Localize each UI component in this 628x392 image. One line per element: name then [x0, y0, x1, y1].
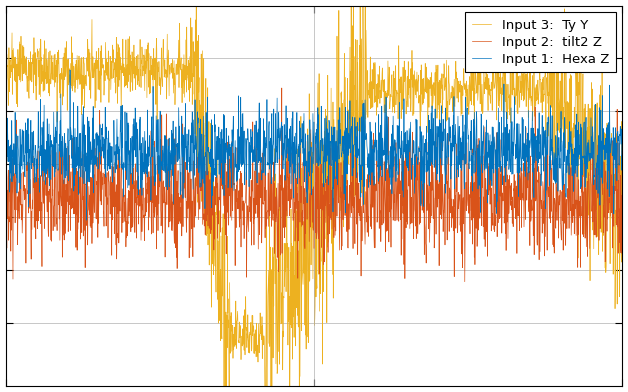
Legend: Input 3:  Ty Y, Input 2:  tilt2 Z, Input 1:  Hexa Z: Input 3: Ty Y, Input 2: tilt2 Z, Input 1…	[465, 12, 616, 72]
Line: Input 3:  Ty Y: Input 3: Ty Y	[6, 0, 622, 392]
Input 1:  Hexa Z: (0.105, 0.445): Hexa Z: (0.105, 0.445)	[67, 68, 74, 73]
Input 1:  Hexa Z: (0.131, -0.264): Hexa Z: (0.131, -0.264)	[83, 218, 90, 223]
Input 1:  Hexa Z: (0, 0.11): Hexa Z: (0, 0.11)	[2, 139, 9, 143]
Input 2:  tilt2 Z: (0, -0.238): tilt2 Z: (0, -0.238)	[2, 212, 9, 217]
Input 2:  tilt2 Z: (0.972, -0.461): tilt2 Z: (0.972, -0.461)	[602, 260, 609, 264]
Input 2:  tilt2 Z: (0.051, -0.263): tilt2 Z: (0.051, -0.263)	[33, 218, 41, 222]
Input 3:  Ty Y: (0.972, -0.49): Ty Y: (0.972, -0.49)	[602, 265, 609, 270]
Input 2:  tilt2 Z: (0.487, 0.108): tilt2 Z: (0.487, 0.108)	[302, 139, 310, 144]
Input 3:  Ty Y: (1, -0.384): Ty Y: (1, -0.384)	[619, 243, 626, 248]
Input 1:  Hexa Z: (0.971, 0.0869): Hexa Z: (0.971, 0.0869)	[601, 143, 609, 148]
Input 3:  Ty Y: (0.788, 0.346): Ty Y: (0.788, 0.346)	[488, 89, 495, 93]
Input 3:  Ty Y: (0.46, -0.624): Ty Y: (0.46, -0.624)	[286, 294, 293, 299]
Line: Input 1:  Hexa Z: Input 1: Hexa Z	[6, 70, 622, 220]
Input 1:  Hexa Z: (0.788, -0.102): Hexa Z: (0.788, -0.102)	[488, 183, 495, 188]
Input 2:  tilt2 Z: (0.744, -0.555): tilt2 Z: (0.744, -0.555)	[461, 279, 468, 284]
Input 3:  Ty Y: (0.971, -0.0449): Ty Y: (0.971, -0.0449)	[601, 171, 609, 176]
Input 1:  Hexa Z: (0.051, 0.0257): Hexa Z: (0.051, 0.0257)	[33, 156, 41, 161]
Input 2:  tilt2 Z: (0.788, -0.258): tilt2 Z: (0.788, -0.258)	[488, 216, 495, 221]
Input 2:  tilt2 Z: (1, -0.103): tilt2 Z: (1, -0.103)	[619, 184, 626, 189]
Input 1:  Hexa Z: (0.461, -0.0427): Hexa Z: (0.461, -0.0427)	[286, 171, 293, 176]
Input 3:  Ty Y: (0, 0.482): Ty Y: (0, 0.482)	[2, 60, 9, 65]
Input 3:  Ty Y: (0.051, 0.469): Ty Y: (0.051, 0.469)	[33, 63, 41, 67]
Input 2:  tilt2 Z: (0.971, -0.228): tilt2 Z: (0.971, -0.228)	[601, 210, 609, 215]
Line: Input 2:  tilt2 Z: Input 2: tilt2 Z	[6, 88, 622, 282]
Input 2:  tilt2 Z: (0.46, -0.243): tilt2 Z: (0.46, -0.243)	[286, 213, 293, 218]
Input 3:  Ty Y: (0.487, -0.304): Ty Y: (0.487, -0.304)	[302, 226, 310, 231]
Input 1:  Hexa Z: (1, -0.0145): Hexa Z: (1, -0.0145)	[619, 165, 626, 170]
Input 1:  Hexa Z: (0.487, 0.0154): Hexa Z: (0.487, 0.0154)	[302, 159, 310, 163]
Input 2:  tilt2 Z: (0.448, 0.36): tilt2 Z: (0.448, 0.36)	[278, 85, 286, 90]
Input 1:  Hexa Z: (0.972, 0.0257): Hexa Z: (0.972, 0.0257)	[602, 156, 609, 161]
